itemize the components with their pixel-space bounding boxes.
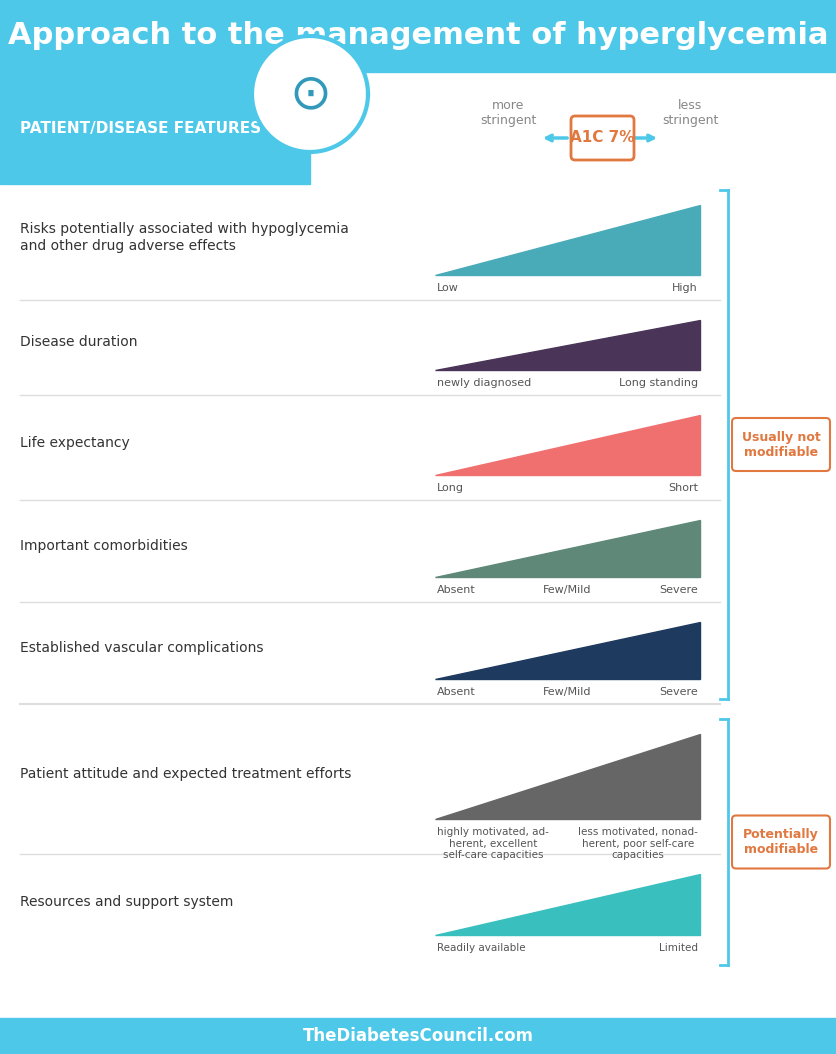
Text: Short: Short [668,483,698,493]
Text: A1C 7%: A1C 7% [570,131,635,145]
Text: less motivated, nonad-
herent, poor self-care
capacities: less motivated, nonad- herent, poor self… [579,827,698,860]
Text: Severe: Severe [660,585,698,596]
Text: TheDiabetesCouncil.com: TheDiabetesCouncil.com [303,1027,533,1045]
Text: Long: Long [437,483,464,493]
Text: Resources and support system: Resources and support system [20,895,233,909]
Text: Low: Low [437,284,459,293]
Text: Disease duration: Disease duration [20,335,137,350]
Text: Approach to the management of hyperglycemia: Approach to the management of hyperglyce… [8,21,828,51]
Text: Absent: Absent [437,585,476,596]
FancyBboxPatch shape [571,116,634,160]
Text: more
stringent: more stringent [480,99,536,126]
Text: Important comorbidities: Important comorbidities [20,539,188,553]
Text: newly diagnosed: newly diagnosed [437,378,531,388]
FancyBboxPatch shape [732,418,830,471]
Bar [0,72,310,184]
Text: Long standing: Long standing [619,378,698,388]
Text: Risks potentially associated with hypoglycemia
and other drug adverse effects: Risks potentially associated with hypogl… [20,222,349,253]
Text: Usually not
modifiable: Usually not modifiable [742,430,820,458]
Bar [0,0,836,72]
Text: highly motivated, ad-
herent, excellent
self-care capacities: highly motivated, ad- herent, excellent … [437,827,549,860]
Polygon shape [435,204,700,275]
Text: Limited: Limited [659,943,698,953]
Polygon shape [252,36,368,152]
Text: Established vascular complications: Established vascular complications [20,641,263,655]
Polygon shape [435,874,700,935]
Text: Absent: Absent [437,687,476,697]
Text: Patient attitude and expected treatment efforts: Patient attitude and expected treatment … [20,767,351,781]
FancyBboxPatch shape [732,816,830,868]
Text: Readily available: Readily available [437,943,526,953]
Polygon shape [435,415,700,475]
Text: High: High [672,284,698,293]
Text: Severe: Severe [660,687,698,697]
Polygon shape [435,622,700,679]
Text: PATIENT/DISEASE FEATURES: PATIENT/DISEASE FEATURES [20,120,261,136]
Polygon shape [435,520,700,577]
Text: Few/Mild: Few/Mild [543,687,592,697]
Text: Potentially
modifiable: Potentially modifiable [743,828,819,856]
Text: less
stringent: less stringent [662,99,718,126]
Bar [0,1018,836,1054]
Polygon shape [435,320,700,370]
Polygon shape [435,734,700,819]
Text: Life expectancy: Life expectancy [20,435,130,449]
Text: ⊙: ⊙ [289,70,331,118]
Text: Few/Mild: Few/Mild [543,585,592,596]
